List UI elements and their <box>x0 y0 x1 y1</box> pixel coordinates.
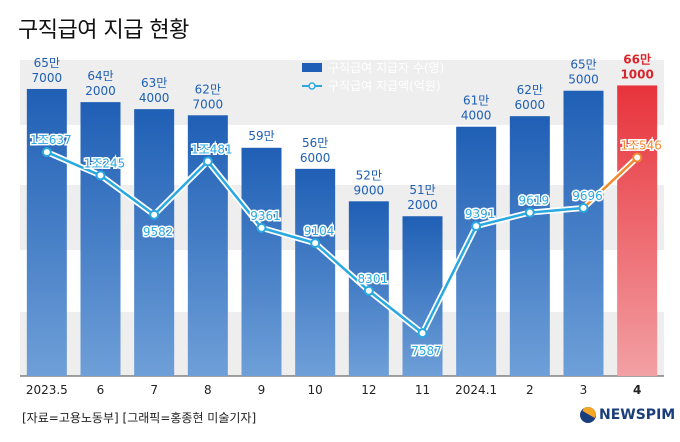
bar <box>80 102 121 376</box>
x-tick-label: 10 <box>308 383 323 397</box>
background-band <box>20 60 664 125</box>
bar <box>134 109 175 377</box>
bar-label: 59만 <box>248 129 274 143</box>
bar-label: 9000 <box>354 183 385 197</box>
source-caption: [자료=고용노동부] [그래픽=홍종현 미술기자] <box>22 411 257 425</box>
line-data-label: 1조637 <box>30 133 72 147</box>
bar <box>617 85 658 376</box>
bar <box>241 147 282 376</box>
logo-icon <box>580 407 596 423</box>
bar-label: 56만 <box>302 136 328 150</box>
x-tick-label: 12 <box>361 383 376 397</box>
series-line-highlight <box>582 156 639 209</box>
bar-label: 7000 <box>193 97 224 111</box>
line-point <box>524 207 535 218</box>
bar-label: 6000 <box>515 98 546 112</box>
bar-label: 51만 <box>409 183 435 197</box>
legend-bar-swatch <box>302 63 322 72</box>
bar-label: 62만 <box>195 82 221 96</box>
bar-label: 65만 <box>34 56 60 70</box>
bar-label: 64만 <box>87 69 113 83</box>
x-tick-label: 2 <box>526 383 534 397</box>
bar-label: 1000 <box>620 67 653 81</box>
bar-label: 5000 <box>568 73 599 87</box>
bar-label: 7000 <box>32 71 63 85</box>
line-data-label: 9361 <box>250 209 281 223</box>
bar-label: 4000 <box>139 91 170 105</box>
bar-label: 52만 <box>356 168 382 182</box>
line-point <box>310 238 321 249</box>
line-data-label: 9696 <box>572 189 603 203</box>
x-tick-label: 4 <box>633 383 641 397</box>
bar-label: 4000 <box>461 109 492 123</box>
bar-label: 2000 <box>407 198 438 212</box>
line-data-label: 1조481 <box>191 142 233 156</box>
x-tick-label: 7 <box>150 383 158 397</box>
line-point <box>202 156 213 167</box>
logo-text: NEWSPIM <box>599 407 676 423</box>
line-point <box>149 209 160 220</box>
line-data-label: 9104 <box>304 224 335 238</box>
bar <box>295 168 336 376</box>
line-data-label: 9391 <box>465 207 496 221</box>
x-tick-label: 9 <box>258 383 266 397</box>
line-data-label: 8301 <box>358 272 389 286</box>
line-data-label: 9582 <box>143 225 174 239</box>
line-point <box>471 221 482 232</box>
line-data-label: 9619 <box>519 194 550 208</box>
line-point <box>95 170 106 181</box>
line-point <box>41 147 52 158</box>
chart-title: 구직급여 지급 현황 <box>18 18 189 43</box>
line-data-label: 7587 <box>411 344 442 358</box>
bar <box>563 90 604 376</box>
x-tick-label: 11 <box>415 383 430 397</box>
bar-label: 66만 <box>623 51 651 66</box>
x-tick-label: 8 <box>204 383 212 397</box>
line-point <box>632 152 643 163</box>
bar-label: 63만 <box>141 76 167 90</box>
background-band <box>20 312 664 376</box>
bar-label: 61만 <box>463 94 489 108</box>
bar-label: 6000 <box>300 151 331 165</box>
x-tick-label: 3 <box>580 383 588 397</box>
bar-label: 2000 <box>85 84 116 98</box>
newspim-logo: NEWSPIM <box>580 407 675 423</box>
legend-bar-label: 구직급여 지급자 수(명) <box>328 61 444 75</box>
line-data-label: 1조245 <box>84 156 126 170</box>
line-point <box>363 285 374 296</box>
x-tick-label: 2023.5 <box>26 383 68 397</box>
x-tick-label: 2024.1 <box>455 383 497 397</box>
bar <box>402 216 443 376</box>
bar-label: 62만 <box>517 83 543 97</box>
line-point <box>256 222 267 233</box>
bar <box>26 88 67 376</box>
line-point <box>417 328 428 339</box>
x-tick-label: 6 <box>97 383 105 397</box>
bar <box>509 116 550 376</box>
legend-line-marker <box>308 82 316 90</box>
legend-line-label: 구직급여 지급액(억원) <box>328 79 441 93</box>
bar-label: 65만 <box>570 58 596 72</box>
line-point <box>578 202 589 213</box>
line-data-label: 1조546 <box>620 139 662 153</box>
